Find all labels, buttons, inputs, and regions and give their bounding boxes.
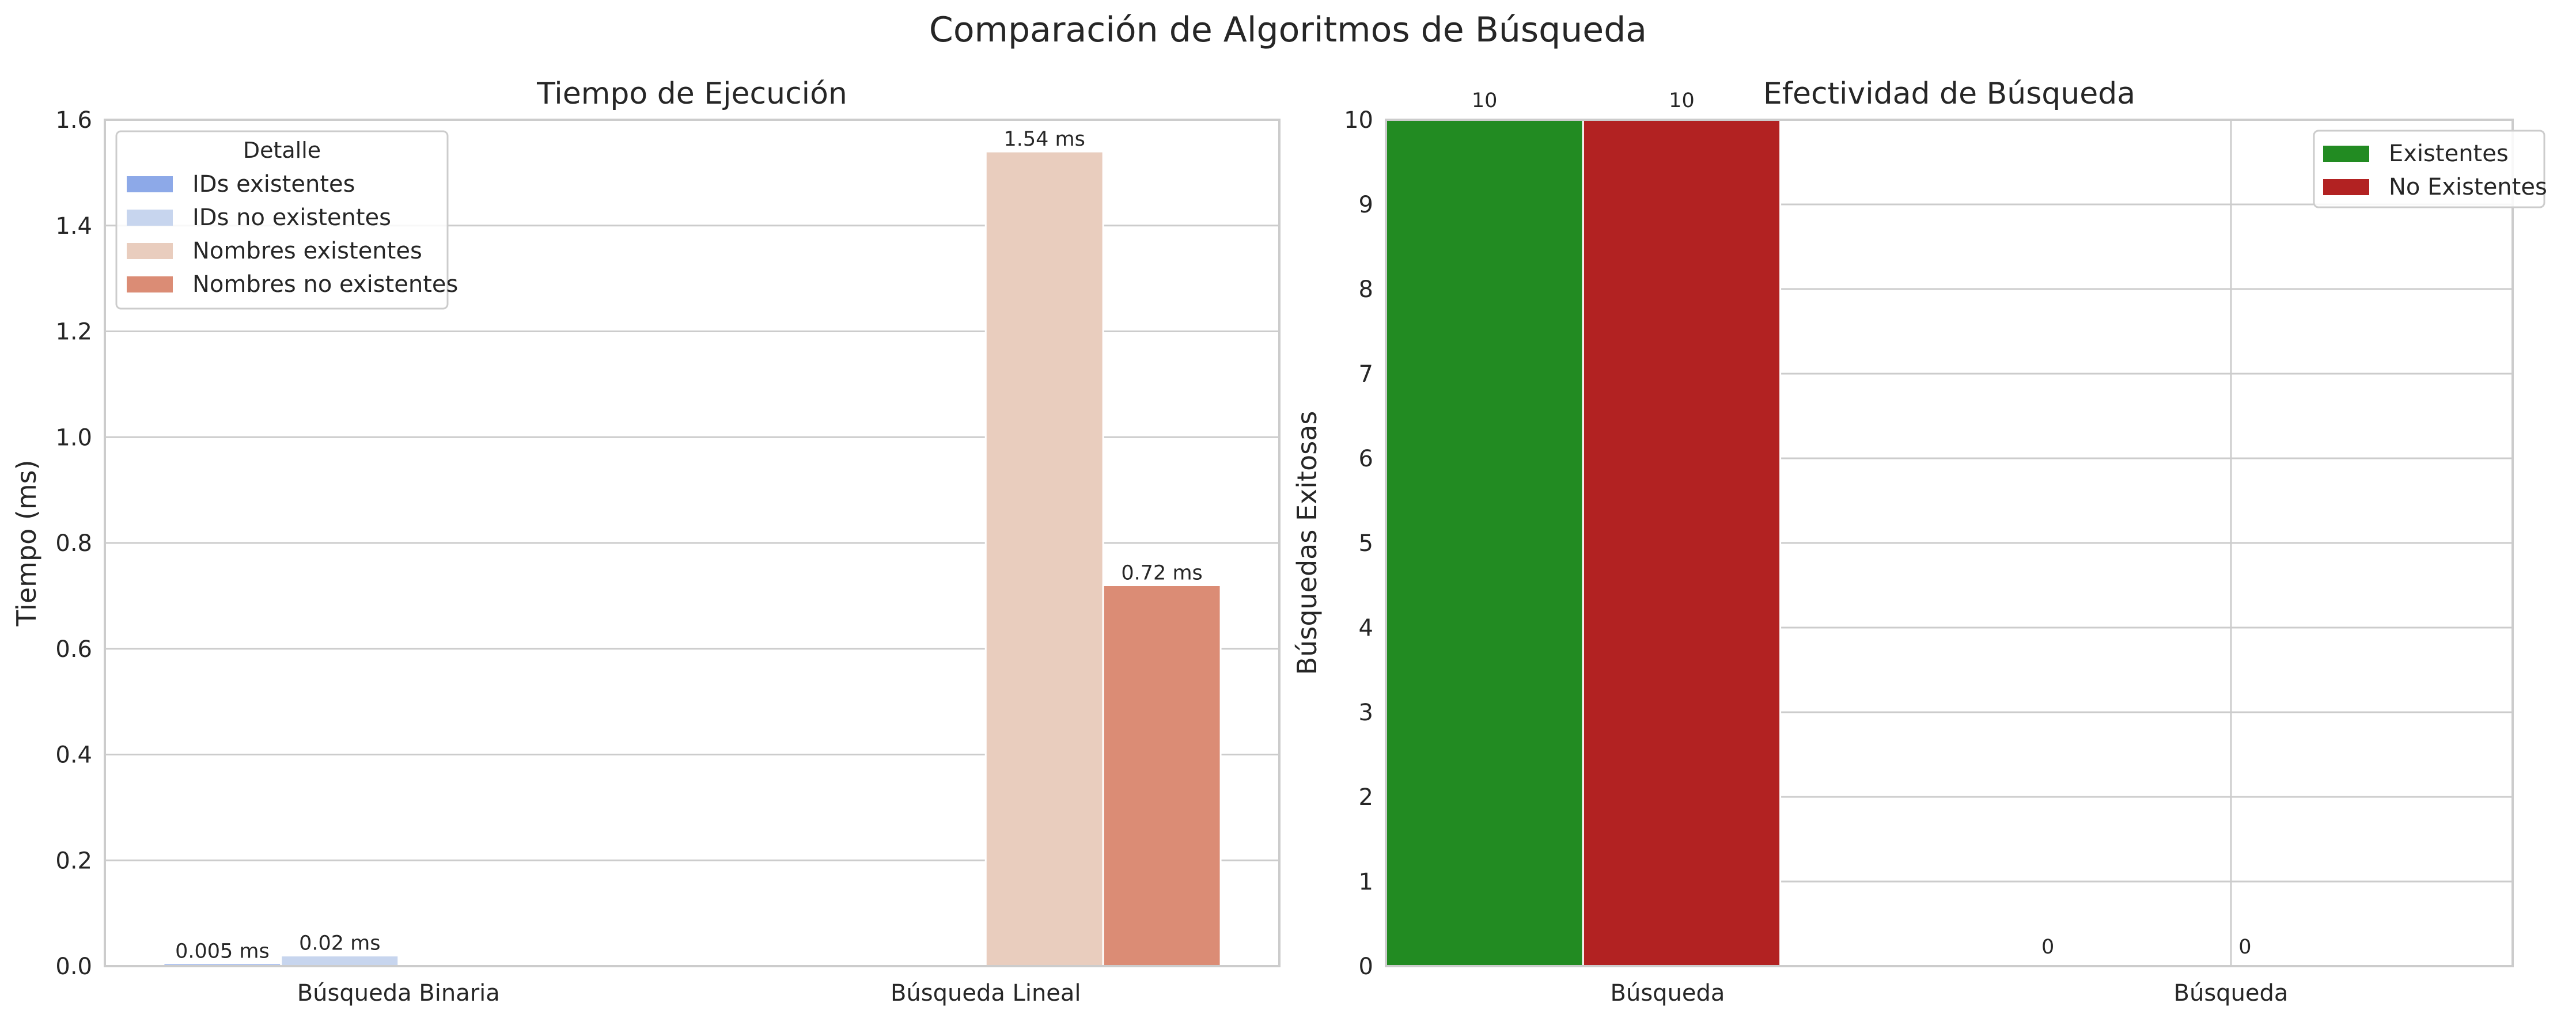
x-tick-label: Búsqueda Lineal (891, 980, 1081, 1006)
y-tick-label: 10 (1344, 107, 1373, 134)
bar (1385, 119, 1584, 967)
y-tick-label: 2 (1359, 784, 1373, 811)
y-tick-label: 6 (1359, 446, 1373, 472)
y-tick-label: 7 (1359, 361, 1373, 387)
search-effectiveness-chart: 0 1 2 3 4 5 6 7 8 9 10 Búsqueda Búsqueda 10 10 0 0 Efecti… (1291, 77, 2547, 1006)
legend-box (115, 130, 449, 310)
data-label: 10 (1669, 89, 1695, 112)
legend-box (2313, 130, 2545, 208)
data-label: 0 (2041, 936, 2054, 959)
y-axis-label: Tiempo (ms) (11, 459, 42, 626)
data-label: 0.02 ms (299, 932, 380, 955)
data-label: 0.005 ms (175, 940, 270, 963)
execution-time-chart: 0.0 0.2 0.4 0.6 0.8 1.0 1.2 1.4 1.6 0.005 ms 0.02 … (11, 77, 1281, 1006)
chart-title: Efectividad de Búsqueda (1763, 77, 2135, 111)
y-tick-label: 0.0 (55, 953, 92, 980)
y-tick-label: 0 (1359, 953, 1373, 980)
y-axis-label: Búsquedas Exitosas (1291, 411, 1323, 675)
y-tick-label: 1.4 (55, 213, 92, 240)
y-tick-label: 5 (1359, 530, 1373, 557)
legend-label: IDs existentes (192, 171, 355, 197)
x-tick-label: Búsqueda (2174, 980, 2289, 1006)
y-tick-label: 1.6 (55, 107, 92, 134)
y-tick-label: 0.2 (55, 848, 92, 874)
y-tick-label: 8 (1359, 276, 1373, 303)
bar (1102, 584, 1222, 967)
x-tick-label: Búsqueda (1611, 980, 1725, 1006)
legend-label: IDs no existentes (192, 204, 391, 231)
legend-label: Nombres no existentes (192, 271, 458, 298)
data-label: 0 (2238, 936, 2251, 959)
bar (1582, 119, 1782, 967)
y-tick-label: 0.6 (55, 636, 92, 663)
y-tick-label: 9 (1359, 192, 1373, 218)
legend-title: Detalle (243, 138, 321, 163)
bar (984, 150, 1104, 967)
y-tick-label: 1.0 (55, 424, 92, 451)
y-tick-label: 3 (1359, 700, 1373, 726)
y-tick-label: 0.4 (55, 742, 92, 769)
legend-label: Nombres existentes (192, 238, 422, 264)
legend-label: No Existentes (2389, 174, 2547, 200)
y-tick-label: 0.8 (55, 530, 92, 557)
figure-title: Comparación de Algoritmos de Búsqueda (929, 10, 1647, 50)
legend-swatch (127, 176, 173, 192)
data-label: 0.72 ms (1121, 562, 1202, 585)
legend-swatch (127, 243, 173, 259)
data-label: 1.54 ms (1004, 128, 1085, 151)
legend-label: Existentes (2389, 140, 2509, 167)
legend-swatch (127, 210, 173, 226)
legend-swatch (127, 276, 173, 292)
plot-frame (104, 119, 1281, 967)
y-tick-label: 1.2 (55, 319, 92, 345)
data-label: 10 (1472, 89, 1498, 112)
bar (280, 955, 400, 967)
legend-swatch (2323, 179, 2369, 195)
y-tick-label: 4 (1359, 615, 1373, 641)
plot-frame (1385, 119, 2514, 967)
x-tick-label: Búsqueda Binaria (297, 980, 500, 1006)
chart-title: Tiempo de Ejecución (536, 77, 847, 111)
legend-swatch (2323, 146, 2369, 162)
y-tick-label: 1 (1359, 869, 1373, 895)
